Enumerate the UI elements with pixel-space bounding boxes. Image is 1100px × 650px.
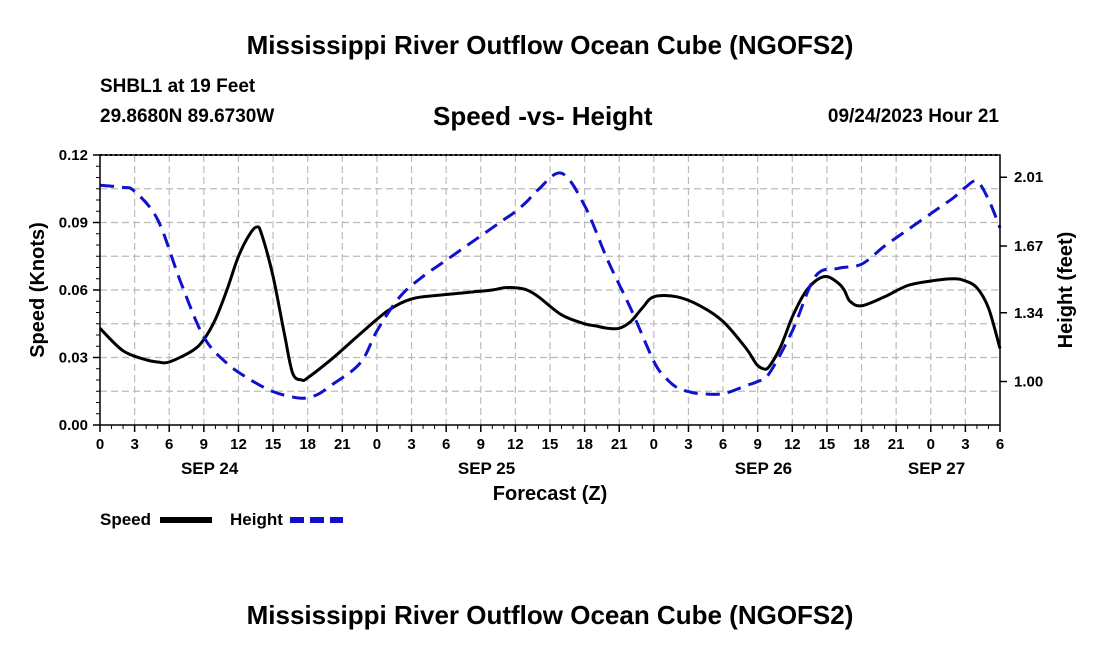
- date-label: SEP 27: [908, 459, 965, 478]
- x-tick-label: 12: [784, 436, 801, 453]
- chart-title: Mississippi River Outflow Ocean Cube (NG…: [246, 30, 854, 60]
- footer-title: Mississippi River Outflow Ocean Cube (NG…: [246, 600, 854, 630]
- x-tick-label: 6: [165, 436, 173, 453]
- y-tick-label: 0.06: [59, 282, 88, 299]
- x-tick-label: 6: [442, 436, 450, 453]
- y2-tick-label: 2.01: [1014, 169, 1043, 186]
- x-tick-label: 15: [819, 436, 836, 453]
- x-tick-label: 6: [996, 436, 1004, 453]
- chart-subtitle: Speed -vs- Height: [433, 101, 653, 131]
- y-tick-label: 0.12: [59, 147, 88, 164]
- date-label: SEP 26: [735, 459, 792, 478]
- forecast-datetime: 09/24/2023 Hour 21: [827, 106, 999, 127]
- x-tick-label: 18: [576, 436, 593, 453]
- grid-lines: [100, 155, 1000, 425]
- series-line-speed: [98, 225, 1002, 383]
- station-label: SHBL1 at 19 Feet: [100, 76, 256, 97]
- x-tick-label: 18: [299, 436, 316, 453]
- x-tick-label: 21: [334, 436, 351, 453]
- y-tick-label: 0.03: [59, 350, 88, 367]
- date-label: SEP 24: [181, 459, 239, 478]
- x-tick-label: 6: [719, 436, 727, 453]
- y2-tick-label: 1.00: [1014, 374, 1043, 391]
- y2-axis-title: Height (feet): [1055, 232, 1077, 349]
- x-tick-label: 21: [888, 436, 905, 453]
- y-tick-label: 0.09: [59, 215, 88, 232]
- x-tick-label: 3: [407, 436, 415, 453]
- x-tick-label: 12: [230, 436, 247, 453]
- legend-speed-label: Speed: [100, 510, 151, 529]
- x-tick-label: 9: [754, 436, 762, 453]
- y-tick-label: 0.00: [59, 417, 88, 434]
- x-tick-label: 0: [373, 436, 381, 453]
- series-lines: [98, 171, 1002, 400]
- x-tick-label: 0: [927, 436, 935, 453]
- x-tick-label: 12: [507, 436, 524, 453]
- x-tick-label: 18: [853, 436, 870, 453]
- date-label: SEP 25: [458, 459, 515, 478]
- x-tick-label: 0: [650, 436, 658, 453]
- x-tick-label: 3: [684, 436, 692, 453]
- x-tick-label: 3: [961, 436, 969, 453]
- x-tick-label: 15: [265, 436, 282, 453]
- x-tick-label: 15: [542, 436, 559, 453]
- x-axis-title: Forecast (Z): [493, 483, 607, 505]
- coordinates-label: 29.8680N 89.6730W: [100, 106, 275, 127]
- x-tick-label: 3: [130, 436, 138, 453]
- x-tick-label: 21: [611, 436, 628, 453]
- x-tick-label: 0: [96, 436, 104, 453]
- y2-tick-label: 1.34: [1014, 305, 1044, 322]
- speed-height-chart: 0 3 6 9 12 15 18 21 0 3 6 9 12 15 18 21 0 3 6 9 12 15 18 21 0 3 6S…: [27, 147, 1077, 529]
- y-axis-title: Speed (Knots): [27, 222, 49, 358]
- y2-tick-label: 1.67: [1014, 238, 1043, 255]
- axis-labels: 0 3 6 9 12 15 18 21 0 3 6 9 12 15 18 21 0 3 6 9 12 15 18 21 0 3 6S…: [27, 147, 1077, 505]
- axes: [93, 154, 1007, 432]
- legend-height-label: Height: [230, 510, 283, 529]
- x-tick-label: 9: [200, 436, 208, 453]
- series-line-height: [99, 171, 1002, 400]
- legend: Speed Height: [100, 510, 343, 529]
- x-tick-label: 9: [477, 436, 485, 453]
